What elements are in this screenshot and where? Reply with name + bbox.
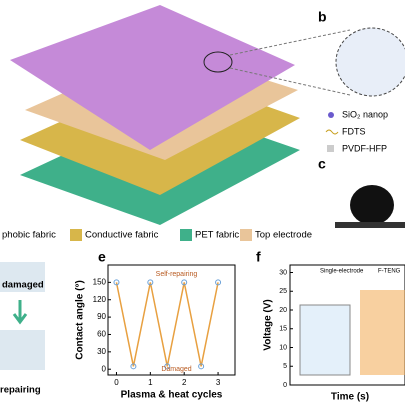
phobic-layer (10, 5, 295, 150)
legend-icon (325, 129, 339, 135)
arrow (12, 300, 28, 325)
y-axis-label: Contact angle (°) (75, 280, 86, 360)
panel-label: e (98, 249, 106, 265)
point (198, 363, 205, 370)
y-axis-label: Voltage (V) (263, 299, 274, 350)
zoom-circle (203, 51, 233, 73)
x-tick-label: 3 (216, 378, 221, 387)
chart-f: 0 5 10 15 20 25 30 Voltage (V) Time (s) Single-el… (263, 264, 405, 403)
sample-image (0, 262, 45, 292)
legend-icon (327, 145, 334, 152)
legend-text: PVDF-HFP (342, 143, 387, 153)
x-axis-label: Plasma & heat cycles (121, 390, 223, 401)
line (115, 282, 219, 367)
y-tick-label: 25 (279, 288, 287, 295)
legend-text: phobic fabric (2, 230, 56, 241)
legend-text: Conductive fabric (85, 230, 159, 241)
x-tick-label: 0 (114, 378, 119, 387)
y-tick-label: 60 (97, 330, 106, 339)
zoom-line (229, 29, 351, 56)
panel-label: c (318, 156, 326, 172)
y-tick-label: 150 (93, 277, 107, 286)
panel-d-text: repairing (0, 385, 41, 396)
spikes (360, 290, 405, 375)
panel-label: b (318, 9, 327, 25)
legend-text: SiO₂ nanop (342, 109, 388, 119)
y-tick-label: 0 (283, 382, 287, 389)
x-tick-label: 1 (148, 378, 153, 387)
y-tick-label: 0 (102, 364, 107, 373)
legend-text: Top electrode (255, 230, 312, 241)
panel-d-text: damaged (2, 280, 44, 291)
y-tick-label: 30 (279, 269, 287, 276)
chart-e: 0 30 60 90 120 150 0 1 2 3 Plasma & heat cycles Con… (75, 264, 236, 401)
point (113, 279, 120, 286)
y-tick-label: 90 (97, 312, 106, 321)
legend-swatch (70, 229, 82, 241)
annotation: Self-repairing (156, 271, 198, 278)
legend-swatch (240, 229, 252, 241)
y-tick-label: 20 (279, 307, 287, 314)
y-tick-label: 5 (283, 363, 287, 370)
axes-frame (107, 264, 236, 376)
legend-icon (328, 112, 334, 118)
sample-image (0, 330, 45, 370)
y-tick-label: 30 (97, 347, 106, 356)
axes-frame (289, 264, 405, 386)
inset (299, 304, 351, 376)
legend-swatch (180, 229, 192, 241)
x-axis-label: Time (s) (331, 392, 369, 403)
y-tick-label: 15 (279, 326, 287, 333)
point (164, 363, 171, 370)
x-tick-label: 2 (182, 378, 187, 387)
fabric-illustration (10, 5, 405, 228)
point (130, 363, 137, 370)
legend-text: PET fabric (195, 230, 239, 241)
annotation: Damaged (161, 366, 191, 373)
droplet (350, 185, 394, 225)
y-tick-label: 10 (279, 344, 287, 351)
point (181, 279, 188, 286)
legend-text: FDTS (342, 126, 366, 136)
y-tick-label: 120 (93, 295, 107, 304)
substrate (335, 222, 405, 228)
legend-text: F-TENG (378, 269, 401, 275)
legend-text: Single-electrode (320, 269, 364, 275)
zoom-view (335, 27, 405, 97)
point (215, 279, 222, 286)
panel-label: f (256, 249, 261, 265)
point (147, 279, 154, 286)
zoom-line (229, 67, 351, 96)
